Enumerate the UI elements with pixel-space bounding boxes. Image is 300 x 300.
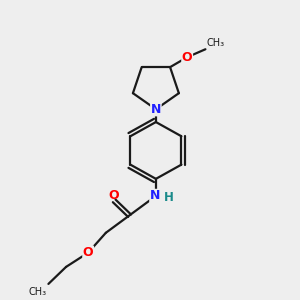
Text: O: O: [109, 189, 119, 202]
Text: CH₃: CH₃: [29, 287, 47, 297]
Text: O: O: [83, 246, 94, 259]
Text: N: N: [150, 189, 160, 203]
Text: H: H: [164, 191, 174, 204]
Text: N: N: [151, 103, 161, 116]
Text: O: O: [182, 51, 193, 64]
Text: CH₃: CH₃: [207, 38, 225, 48]
